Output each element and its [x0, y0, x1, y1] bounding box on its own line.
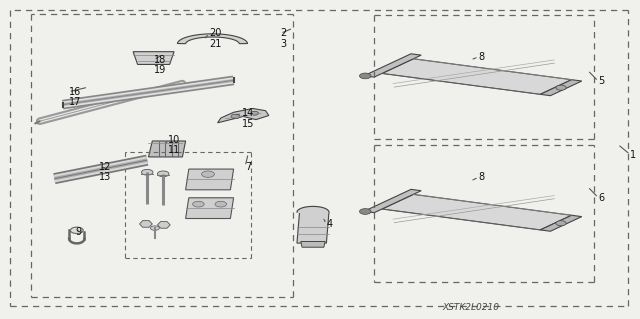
Polygon shape [540, 80, 582, 96]
Circle shape [193, 201, 204, 207]
Text: 1: 1 [630, 150, 637, 160]
Circle shape [215, 201, 227, 207]
Circle shape [202, 171, 214, 177]
Circle shape [231, 114, 240, 119]
Polygon shape [540, 215, 582, 231]
Polygon shape [157, 222, 170, 228]
Text: 17: 17 [68, 97, 81, 108]
Text: 19: 19 [154, 65, 166, 76]
Text: 4: 4 [326, 219, 333, 229]
Circle shape [65, 174, 72, 177]
Text: 11: 11 [168, 145, 180, 155]
Polygon shape [382, 59, 572, 94]
Text: 6: 6 [598, 193, 605, 203]
Text: 7: 7 [245, 161, 252, 172]
Polygon shape [382, 194, 572, 230]
Text: 21: 21 [209, 39, 221, 49]
Polygon shape [297, 212, 329, 243]
Polygon shape [177, 34, 248, 44]
Text: 13: 13 [99, 172, 111, 182]
Polygon shape [186, 169, 234, 190]
Polygon shape [364, 54, 421, 77]
Text: 20: 20 [209, 28, 221, 39]
Polygon shape [218, 108, 269, 123]
Polygon shape [301, 241, 325, 247]
Circle shape [141, 169, 153, 175]
Polygon shape [297, 206, 329, 212]
Text: 12: 12 [99, 161, 111, 172]
Circle shape [360, 209, 371, 214]
Text: 2: 2 [280, 28, 287, 39]
Circle shape [556, 221, 566, 226]
Circle shape [84, 171, 90, 174]
Polygon shape [364, 189, 421, 213]
Polygon shape [133, 52, 174, 64]
Text: 3: 3 [280, 39, 287, 49]
Text: 10: 10 [168, 135, 180, 145]
Circle shape [556, 85, 566, 90]
Polygon shape [140, 221, 152, 227]
Circle shape [121, 163, 127, 167]
Text: 15: 15 [242, 119, 254, 129]
Text: 9: 9 [76, 227, 82, 237]
Text: 18: 18 [154, 55, 166, 65]
Circle shape [150, 226, 159, 230]
Text: 8: 8 [479, 172, 485, 182]
Polygon shape [148, 141, 186, 157]
Circle shape [135, 160, 141, 164]
Circle shape [360, 73, 371, 79]
Text: 5: 5 [598, 76, 605, 86]
Text: 16: 16 [68, 87, 81, 97]
Circle shape [102, 167, 109, 170]
Text: 14: 14 [242, 108, 254, 118]
Circle shape [70, 227, 83, 234]
Polygon shape [186, 198, 234, 219]
Circle shape [251, 111, 259, 115]
Text: 8: 8 [479, 52, 485, 62]
Text: XSTK2L0210: XSTK2L0210 [442, 303, 499, 312]
Circle shape [157, 171, 169, 177]
